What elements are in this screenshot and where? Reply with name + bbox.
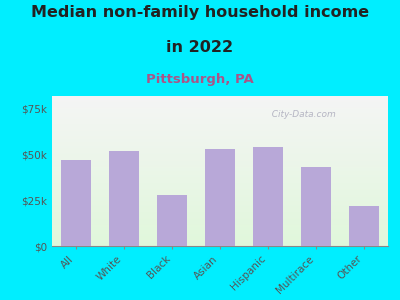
Bar <box>61 160 91 246</box>
Bar <box>157 195 187 246</box>
Text: Median non-family household income: Median non-family household income <box>31 4 369 20</box>
Text: City-Data.com: City-Data.com <box>266 110 336 118</box>
Text: in 2022: in 2022 <box>166 40 234 56</box>
Bar <box>109 151 139 246</box>
Bar <box>205 149 235 246</box>
Bar <box>301 167 331 246</box>
Text: Pittsburgh, PA: Pittsburgh, PA <box>146 74 254 86</box>
Bar <box>253 147 283 246</box>
Bar <box>349 206 379 246</box>
